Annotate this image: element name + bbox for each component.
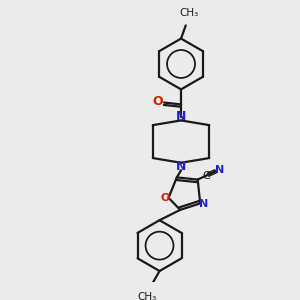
Text: N: N bbox=[200, 199, 208, 209]
Text: N: N bbox=[176, 110, 186, 123]
Text: CH₃: CH₃ bbox=[138, 292, 157, 300]
Text: N: N bbox=[176, 160, 186, 173]
Text: CH₃: CH₃ bbox=[179, 8, 198, 18]
Text: N: N bbox=[215, 165, 224, 175]
Text: O: O bbox=[152, 95, 163, 108]
Text: C: C bbox=[202, 171, 210, 181]
Text: O: O bbox=[160, 193, 170, 203]
